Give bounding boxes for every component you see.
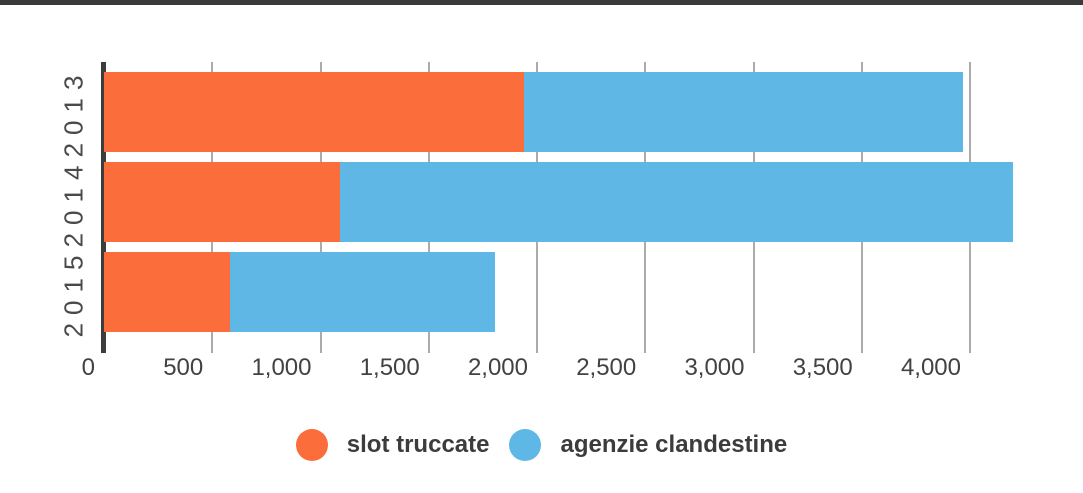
x-axis-tick-label: 0 [81,354,95,381]
x-axis-tick-label: 3,000 [684,354,745,381]
x-axis-tick-label: 2,500 [576,354,637,381]
y-axis-label-2013: 2013 [52,67,96,157]
legend-item-slot-truccate[interactable]: slot truccate [295,429,490,461]
bar-row-2014 [104,162,1083,242]
x-axis-tick-label: 2,000 [467,354,528,381]
y-axis-label-text: 2013 [58,67,89,157]
y-axis-label-text: 2014 [58,157,89,247]
bar-row-2015 [104,252,1083,332]
y-axis-label-2015: 2015 [52,247,96,337]
bar-row-2013 [104,72,1083,152]
bar-segment-slot-truccate-2013[interactable] [104,72,524,152]
x-axis-tick-label: 1,500 [359,354,420,381]
bar-segment-agenzie-clandestine-2013[interactable] [524,72,964,152]
x-axis-tick-label: 3,500 [792,354,853,381]
bar-segment-slot-truccate-2014[interactable] [104,162,340,242]
x-axis-tick-label: 1,000 [251,354,312,381]
x-axis-tick-label: 500 [163,354,204,381]
legend-item-agenzie-clandestine[interactable]: agenzie clandestine [509,429,787,461]
y-axis-label-2014: 2014 [52,157,96,247]
legend-item-label: agenzie clandestine [560,431,788,458]
bar-segment-agenzie-clandestine-2014[interactable] [339,162,1014,242]
legend-swatch-icon [295,429,328,461]
bar-segment-agenzie-clandestine-2015[interactable] [229,252,495,332]
legend: slot truccate agenzie clandestine [0,429,1083,461]
x-axis-tick-label: 4,000 [900,354,961,381]
y-axis-label-text: 2015 [58,247,89,337]
legend-item-label: slot truccate [346,431,490,458]
legend-swatch-icon [509,429,542,461]
window-top-bar [0,0,1083,5]
y-axis-line [101,62,106,353]
bar-segment-slot-truccate-2015[interactable] [104,252,230,332]
plot-area [104,62,1083,353]
